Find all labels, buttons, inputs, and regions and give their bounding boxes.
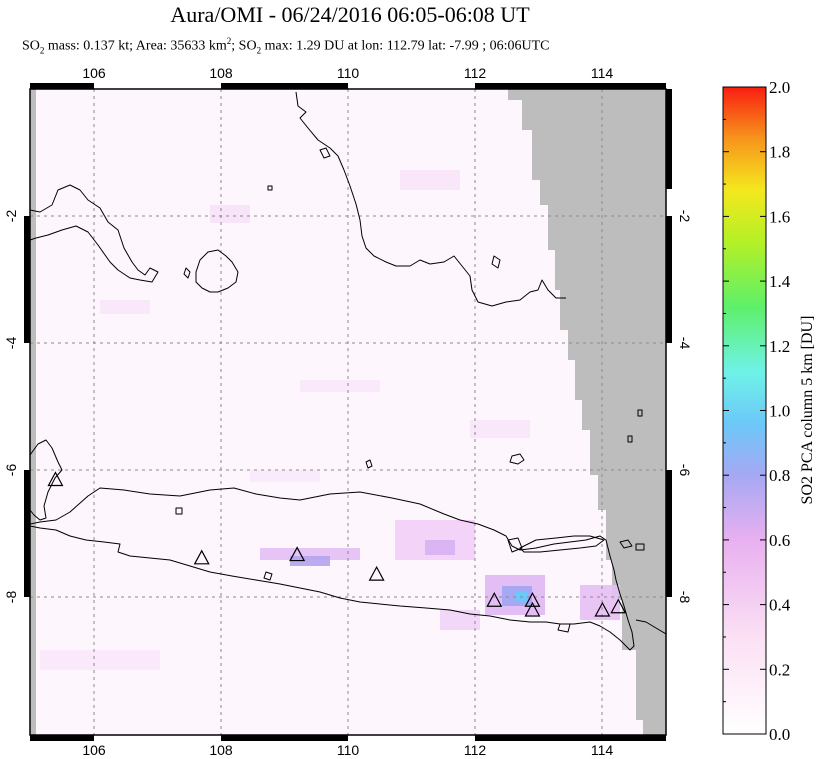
lon-tick-label: 110 [337, 742, 360, 758]
triangle-icon [486, 591, 503, 607]
graticule [30, 89, 666, 735]
lon-tick-label: 114 [591, 65, 614, 81]
lat-tick-label: -2 [3, 210, 19, 223]
colorbar-tick-label: 0.8 [769, 466, 790, 485]
madura-coast [519, 535, 605, 553]
colorbar-tick-label: 1.6 [769, 207, 790, 226]
lat-tick-label: -6 [3, 464, 19, 477]
colorbar-tick-label: 1.4 [769, 272, 791, 291]
colorbar: 0.0 0.2 0.4 0.6 0.8 1.0 1.2 1.4 1.6 1.8 2.0 SO2 PC… [722, 78, 816, 744]
lat-tick-label: -4 [677, 337, 693, 350]
lat-tick-label: -8 [3, 591, 19, 604]
colorbar-tick-label: 1.0 [769, 402, 790, 421]
colorbar-tick-label: 0.6 [769, 531, 790, 550]
lat-tick-label: -2 [677, 210, 693, 223]
frame-ticks [24, 83, 672, 741]
map-panel [30, 89, 666, 735]
triangle-icon [524, 601, 541, 617]
lat-tick-label: -8 [677, 591, 693, 604]
colorbar-tick-label: 2.0 [769, 78, 790, 97]
lat-labels-left: -2 -4 -6 -8 [3, 210, 19, 604]
colorbar-ticks: 0.0 0.2 0.4 0.6 0.8 1.0 1.2 1.4 1.6 1.8 2.0 [723, 78, 791, 744]
colorbar-tick-label: 0.4 [769, 596, 791, 615]
lon-tick-label: 108 [209, 742, 233, 758]
volcano-markers [47, 471, 627, 617]
so2-stats: SO2 mass: 0.137 kt; Area: 35633 km2; SO2… [22, 36, 550, 56]
triangle-icon [524, 591, 541, 607]
colorbar-tick-label: 1.8 [769, 143, 790, 162]
lat-tick-label: -6 [677, 464, 693, 477]
lon-labels-bottom: 106 108 110 112 114 [82, 742, 613, 758]
missing-data-area [508, 89, 666, 735]
triangle-icon [289, 546, 306, 562]
lon-tick-label: 106 [82, 65, 106, 81]
java-coast [30, 487, 635, 651]
sumatra-coast [30, 184, 159, 283]
lat-labels-right: -2 -4 -6 -8 [677, 210, 693, 604]
lon-tick-label: 112 [464, 65, 487, 81]
coastlines [30, 91, 666, 651]
map-title: Aura/OMI - 06/24/2016 06:05-06:08 UT [170, 2, 530, 27]
bali-coast [635, 619, 666, 635]
bangka-coast [195, 249, 239, 293]
colorbar-tick-label: 0.2 [769, 660, 790, 679]
triangle-icon [610, 598, 627, 614]
colorbar-tick-label: 1.2 [769, 337, 790, 356]
triangle-icon [594, 601, 611, 617]
colorbar-gradient [722, 86, 767, 735]
lon-tick-label: 110 [337, 65, 360, 81]
lon-tick-label: 112 [464, 742, 487, 758]
triangle-icon [368, 565, 385, 581]
borneo-coast [295, 91, 566, 307]
lat-tick-label: -4 [3, 337, 19, 350]
lon-tick-label: 108 [209, 65, 233, 81]
lon-tick-label: 114 [591, 742, 614, 758]
colorbar-label: SO2 PCA column 5 km [DU] [799, 316, 816, 505]
lon-labels-top: 106 108 110 112 114 [82, 65, 613, 81]
missing-data-strip [30, 89, 36, 735]
triangle-icon [193, 549, 210, 565]
lon-tick-label: 106 [82, 742, 106, 758]
triangle-icon [47, 471, 64, 487]
colorbar-tick-label: 0.0 [769, 725, 790, 744]
